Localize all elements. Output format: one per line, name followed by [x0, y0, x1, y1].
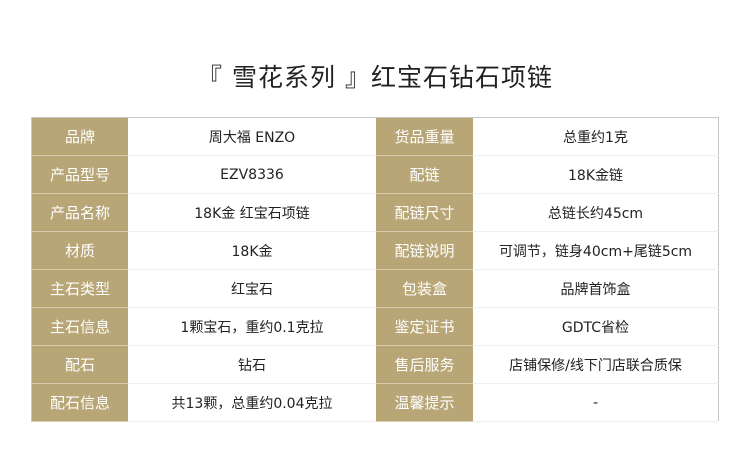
- spec-label: 产品型号: [31, 155, 128, 194]
- spec-label: 产品名称: [31, 193, 128, 232]
- spec-value: 可调节，链身40cm+尾链5cm: [473, 231, 719, 270]
- spec-value: 18K金 红宝石项链: [128, 193, 376, 232]
- spec-label: 配链: [376, 155, 473, 194]
- spec-value: GDTC省检: [473, 307, 719, 346]
- spec-value: 18K金链: [473, 155, 719, 194]
- spec-label: 材质: [31, 231, 128, 270]
- spec-value: 18K金: [128, 231, 376, 270]
- spec-value: 钻石: [128, 345, 376, 384]
- spec-label: 配石信息: [31, 383, 128, 422]
- table-row: 配石信息 共13颗，总重约0.04克拉 温馨提示 -: [31, 383, 719, 422]
- spec-label: 售后服务: [376, 345, 473, 384]
- spec-value: 红宝石: [128, 269, 376, 308]
- spec-value: -: [473, 383, 719, 422]
- product-title: 『 雪花系列 』红宝石钻石项链: [197, 63, 553, 92]
- spec-value: 店铺保修/线下门店联合质保: [473, 345, 719, 384]
- spec-value: 总重约1克: [473, 117, 719, 156]
- spec-label: 配石: [31, 345, 128, 384]
- spec-table: 品牌 周大福 ENZO 货品重量 总重约1克 产品型号 EZV8336 配链 18K金链 产品名…: [31, 117, 719, 422]
- table-row: 材质 18K金 配链说明 可调节，链身40cm+尾链5cm: [31, 231, 719, 270]
- spec-label: 配链尺寸: [376, 193, 473, 232]
- spec-value: EZV8336: [128, 155, 376, 194]
- spec-label: 主石信息: [31, 307, 128, 346]
- spec-value: 周大福 ENZO: [128, 117, 376, 156]
- table-row: 主石信息 1颗宝石，重约0.1克拉 鉴定证书 GDTC省检: [31, 307, 719, 346]
- spec-value: 品牌首饰盒: [473, 269, 719, 308]
- table-row: 品牌 周大福 ENZO 货品重量 总重约1克: [31, 117, 719, 156]
- table-row: 产品名称 18K金 红宝石项链 配链尺寸 总链长约45cm: [31, 193, 719, 232]
- spec-label: 配链说明: [376, 231, 473, 270]
- spec-label: 温馨提示: [376, 383, 473, 422]
- spec-label: 货品重量: [376, 117, 473, 156]
- spec-label: 包装盒: [376, 269, 473, 308]
- table-row: 配石 钻石 售后服务 店铺保修/线下门店联合质保: [31, 345, 719, 384]
- table-row: 主石类型 红宝石 包装盒 品牌首饰盒: [31, 269, 719, 308]
- spec-value: 共13颗，总重约0.04克拉: [128, 383, 376, 422]
- spec-value: 总链长约45cm: [473, 193, 719, 232]
- spec-label: 品牌: [31, 117, 128, 156]
- spec-value: 1颗宝石，重约0.1克拉: [128, 307, 376, 346]
- spec-label: 鉴定证书: [376, 307, 473, 346]
- table-row: 产品型号 EZV8336 配链 18K金链: [31, 155, 719, 194]
- spec-label: 主石类型: [31, 269, 128, 308]
